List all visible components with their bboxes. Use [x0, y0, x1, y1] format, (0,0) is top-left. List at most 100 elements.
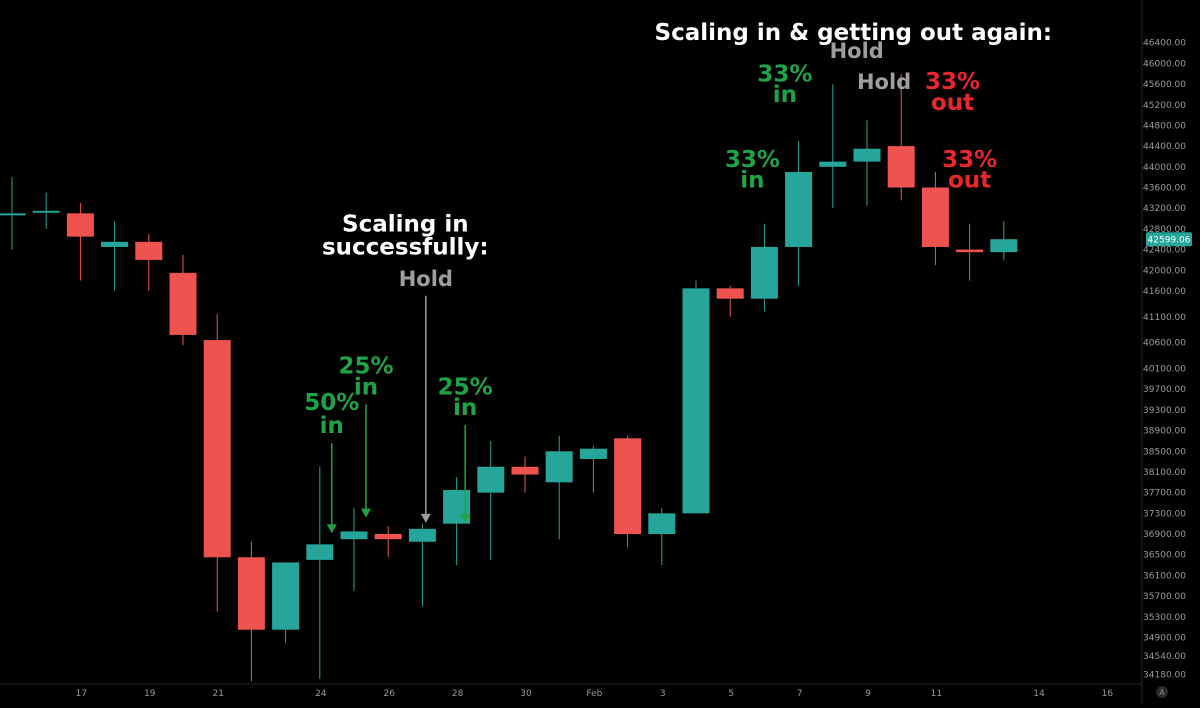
- candle-body: [272, 562, 300, 630]
- price-axis[interactable]: 46400.00 46000.00 45600.00 45200.00 44800.00…: [1143, 39, 1192, 681]
- time-tick-label: 5: [728, 689, 734, 699]
- annotation-in: in: [320, 413, 344, 534]
- candle: [648, 508, 676, 566]
- price-tick-label: 35300.00: [1143, 613, 1186, 623]
- candle-body: [785, 171, 813, 247]
- price-tick-label: 36500.00: [1143, 551, 1186, 561]
- arrow-head-icon: [360, 508, 371, 518]
- price-tick-label: 38900.00: [1143, 427, 1186, 437]
- candle-body: [32, 210, 60, 213]
- candle: [956, 223, 984, 281]
- candle: [682, 280, 710, 514]
- arrow-head-icon: [326, 524, 337, 534]
- annotation-title: Scaling in & getting out again:: [655, 20, 1053, 46]
- candle: [477, 440, 505, 560]
- time-tick-label: 21: [212, 689, 223, 699]
- candle-body: [374, 534, 402, 540]
- candle: [135, 234, 163, 291]
- annotation-hold: Hold: [857, 70, 911, 94]
- price-tick-label: 46400.00: [1143, 39, 1186, 49]
- candle: [819, 84, 847, 209]
- annotation-in: 33%: [725, 147, 780, 173]
- price-tick-label: 36100.00: [1143, 571, 1186, 581]
- price-tick-label: 38500.00: [1143, 447, 1186, 457]
- price-tick-label: 34180.00: [1143, 671, 1186, 681]
- time-tick-label: 3: [660, 689, 666, 699]
- candle-body: [135, 241, 163, 260]
- candle-body: [682, 288, 710, 514]
- candle: [340, 508, 368, 591]
- annotation-in: 50%: [304, 390, 359, 416]
- price-tick-label: 39700.00: [1143, 385, 1186, 395]
- price-tick-label: 41100.00: [1143, 313, 1186, 323]
- annotation-label: Hold: [399, 267, 453, 291]
- candle: [853, 120, 881, 206]
- annotations-layer: Scaling in & getting out again: Scaling i…: [304, 20, 1053, 534]
- annotation-title: Scaling in: [342, 211, 469, 237]
- price-tick-label: 42800.00: [1143, 225, 1186, 235]
- time-tick-label: Feb: [586, 689, 602, 699]
- candle-body: [66, 213, 94, 237]
- watermark-label: A: [1159, 688, 1165, 697]
- annotation-in: 25%: [438, 374, 493, 400]
- time-tick-label: 24: [315, 689, 327, 699]
- watermark-icon: [1156, 686, 1168, 698]
- price-tick-label: 46000.00: [1143, 59, 1186, 69]
- candle: [101, 221, 129, 291]
- candle: [545, 435, 573, 540]
- candle: [408, 523, 436, 607]
- annotation-label: in: [773, 82, 797, 108]
- annotation-hold: Hold: [830, 39, 884, 63]
- arrow-head-icon: [460, 513, 471, 523]
- tradingview-watermark[interactable]: A: [1156, 686, 1168, 698]
- annotation-label: 50%: [304, 390, 359, 416]
- candle-body: [990, 239, 1018, 253]
- annotation-in: 25%: [338, 354, 393, 380]
- candle: [511, 456, 539, 493]
- time-tick-label: 7: [797, 689, 803, 699]
- candle-body: [579, 448, 607, 460]
- annotation-title: successfully:: [322, 235, 489, 261]
- time-tick-label: 28: [452, 689, 464, 699]
- candle-body: [203, 340, 231, 558]
- candle-body: [750, 246, 778, 299]
- annotation-label: in: [320, 413, 344, 439]
- annotation-label: out: [948, 168, 991, 194]
- time-tick-label: 17: [76, 689, 87, 699]
- candle-body: [853, 148, 881, 162]
- price-tick-label: 44400.00: [1143, 142, 1186, 152]
- annotation-label: 25%: [438, 374, 493, 400]
- candle-body: [887, 146, 915, 188]
- price-tick-label: 37700.00: [1143, 489, 1186, 499]
- annotation-label: in: [354, 374, 378, 400]
- annotation-in: in: [453, 395, 477, 523]
- annotation-in: in: [773, 82, 797, 108]
- candle: [921, 171, 949, 266]
- annotation-label: 25%: [338, 354, 393, 380]
- price-tick-label: 36900.00: [1143, 530, 1186, 540]
- price-tick-label: 40100.00: [1143, 365, 1186, 375]
- candle-body: [511, 466, 539, 475]
- price-tick-label: 44000.00: [1143, 163, 1186, 173]
- time-tick-label: 16: [1102, 689, 1114, 699]
- candle: [203, 314, 231, 612]
- candle-body: [921, 187, 949, 247]
- annotation-label: 33%: [942, 147, 997, 173]
- candle: [272, 562, 300, 643]
- candle: [237, 541, 265, 682]
- price-tick-label: 42400.00: [1143, 246, 1186, 256]
- last-price-label: 42599.06: [1148, 235, 1191, 245]
- time-axis[interactable]: 17 19 21 24 26 28 30 Feb 3 5 7 9 11 14 16: [76, 689, 1114, 699]
- annotation-title: successfully:: [322, 235, 489, 261]
- time-tick-label: 30: [520, 689, 532, 699]
- candle: [0, 177, 26, 250]
- annotation-label: in: [453, 395, 477, 421]
- candle: [785, 140, 813, 286]
- candle-body: [306, 544, 334, 560]
- price-tick-label: 34540.00: [1143, 652, 1186, 662]
- time-tick-label: 26: [383, 689, 395, 699]
- annotation-out: out: [931, 90, 974, 116]
- annotation-in: in: [354, 374, 378, 518]
- price-tick-label: 44800.00: [1143, 121, 1186, 131]
